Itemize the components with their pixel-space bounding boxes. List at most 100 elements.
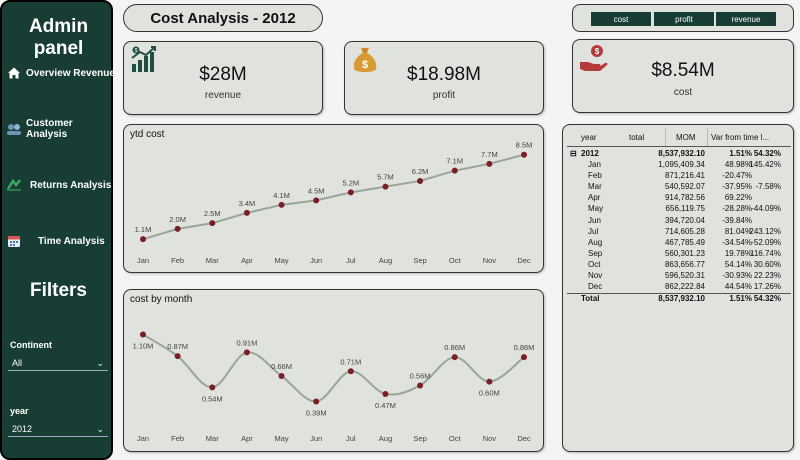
x-tick-label: Jun: [310, 256, 322, 265]
x-tick-label: Oct: [449, 434, 462, 443]
nav-label: Time Analysis: [38, 235, 105, 247]
data-point[interactable]: [174, 353, 181, 360]
data-label: 1.10M: [133, 341, 154, 350]
data-label: 0.86M: [444, 343, 465, 352]
total-cell: 596,520.31: [664, 271, 705, 280]
nav-time-analysis[interactable]: Time Analysis: [2, 230, 115, 252]
data-label: 0.47M: [375, 401, 396, 410]
data-point[interactable]: [313, 197, 320, 204]
data-point[interactable]: [382, 183, 389, 190]
col-header-mom: MOM: [676, 133, 696, 142]
revenue-value: $28M: [199, 64, 247, 85]
data-point[interactable]: [417, 382, 424, 389]
data-label: 0.86M: [514, 343, 535, 352]
customer-icon: [6, 121, 22, 137]
data-point[interactable]: [209, 220, 216, 227]
expand-toggle-icon[interactable]: ⊟: [570, 149, 577, 158]
data-point[interactable]: [521, 354, 527, 361]
money-bag-icon: $: [353, 48, 377, 72]
data-point[interactable]: [140, 236, 146, 243]
cost-by-month-chart-card: cost by month 1.10M Jan 0.87M Feb 0.54M Mar 0.…: [123, 289, 544, 452]
column-divider: [665, 128, 666, 146]
cost-by-month-chart: 1.10M Jan 0.87M Feb 0.54M Mar 0.91M Apr 0.66M May…: [133, 331, 535, 443]
continent-filter-label: Continent: [10, 340, 52, 350]
nav-overview-revenue[interactable]: Overview Revenue: [2, 62, 115, 84]
svg-text:$: $: [362, 59, 368, 71]
month-cell: Apr: [588, 193, 601, 203]
profit-label: profit: [432, 90, 456, 101]
month-cell: May: [588, 204, 604, 214]
total-cell: 914,782.56: [664, 193, 705, 203]
nav-returns-analysis[interactable]: Returns Analysis: [2, 174, 115, 196]
mom-cell: -28.28%: [722, 204, 752, 214]
x-tick-label: Aug: [379, 434, 392, 443]
total-cell: 656,119.75: [665, 204, 705, 214]
data-label: 3.4M: [239, 199, 256, 208]
revenue-toggle-button[interactable]: revenue: [716, 12, 776, 26]
mom-cell: 1.51%: [729, 294, 752, 304]
data-point[interactable]: [347, 189, 354, 196]
data-point[interactable]: [243, 349, 250, 356]
data-point[interactable]: [486, 378, 493, 385]
continent-filter-select[interactable]: All ⌄: [8, 356, 108, 371]
data-point[interactable]: [347, 368, 354, 375]
sidebar: Admin panel Overview Revenue Customer An…: [0, 0, 115, 460]
revenue-label: revenue: [204, 90, 242, 101]
ytd-cost-chart-card: ytd cost 1.1M Jan 2.0M Feb 2.5M Mar 3.4M Apr 4.1…: [123, 124, 544, 273]
chevron-down-icon: ⌄: [96, 357, 104, 368]
year-filter-select[interactable]: 2012 ⌄: [8, 422, 108, 437]
data-label: 4.5M: [308, 186, 325, 195]
series-line: [142, 333, 525, 403]
total-cell: 467,785.49: [664, 237, 705, 247]
month-cell: Aug: [588, 237, 603, 247]
x-tick-label: Apr: [241, 434, 253, 443]
table-row: Aug 467,785.49 -34.54% -52.09%: [563, 237, 793, 249]
kpi-card-cost: $ $8.54M cost: [572, 39, 794, 113]
var-cell: 17.26%: [753, 282, 781, 292]
svg-text:$: $: [135, 48, 138, 54]
data-label: 7.1M: [446, 157, 463, 166]
mom-cell: -37.95%: [722, 182, 752, 192]
data-point[interactable]: [140, 331, 146, 338]
data-label: 6.2M: [412, 167, 429, 176]
data-point[interactable]: [278, 373, 285, 379]
data-point[interactable]: [451, 354, 458, 361]
data-label: 2.0M: [169, 215, 186, 224]
data-point[interactable]: [417, 177, 424, 184]
data-label: 0.56M: [410, 371, 431, 380]
data-point[interactable]: [486, 160, 493, 167]
calendar-icon: [6, 233, 22, 249]
data-point[interactable]: [278, 201, 285, 208]
data-label: 4.1M: [273, 191, 290, 200]
profit-toggle-button[interactable]: profit: [654, 12, 714, 26]
data-point[interactable]: [209, 384, 216, 391]
x-tick-label: Dec: [517, 434, 531, 443]
data-point[interactable]: [313, 398, 320, 405]
month-cell: Feb: [588, 171, 602, 181]
total-label-cell: Total: [581, 294, 600, 304]
data-label: 5.7M: [377, 173, 394, 182]
mom-cell: 54.14%: [724, 259, 752, 269]
total-cell: 8,537,932.10: [658, 294, 705, 304]
table-row: Apr 914,782.56 69.22%: [563, 193, 793, 204]
svg-text:$: $: [595, 47, 600, 56]
mom-cell: 81.04%: [724, 226, 752, 236]
data-point[interactable]: [521, 151, 527, 158]
chart-title: cost by month: [130, 294, 193, 305]
col-header-year: year: [581, 133, 597, 142]
data-point[interactable]: [243, 209, 250, 216]
data-point[interactable]: [382, 390, 389, 397]
total-divider: [567, 293, 791, 295]
month-cell: Sep: [588, 248, 603, 258]
table-row: Oct 863,656.77 54.14% 30.60%: [563, 259, 793, 271]
nav-customer-analysis[interactable]: Customer Analysis: [2, 118, 115, 140]
kpi-card-revenue: $ $28M revenue: [123, 41, 323, 115]
data-point[interactable]: [451, 167, 458, 174]
x-tick-label: Sep: [413, 434, 426, 443]
table-row: May 656,119.75 -28.28% -44.09%: [563, 204, 793, 215]
x-tick-label: May: [274, 256, 288, 265]
nav-label: Returns Analysis: [30, 179, 112, 191]
data-point[interactable]: [174, 225, 181, 232]
data-label: 0.71M: [340, 357, 361, 366]
cost-toggle-button[interactable]: cost: [591, 12, 651, 26]
